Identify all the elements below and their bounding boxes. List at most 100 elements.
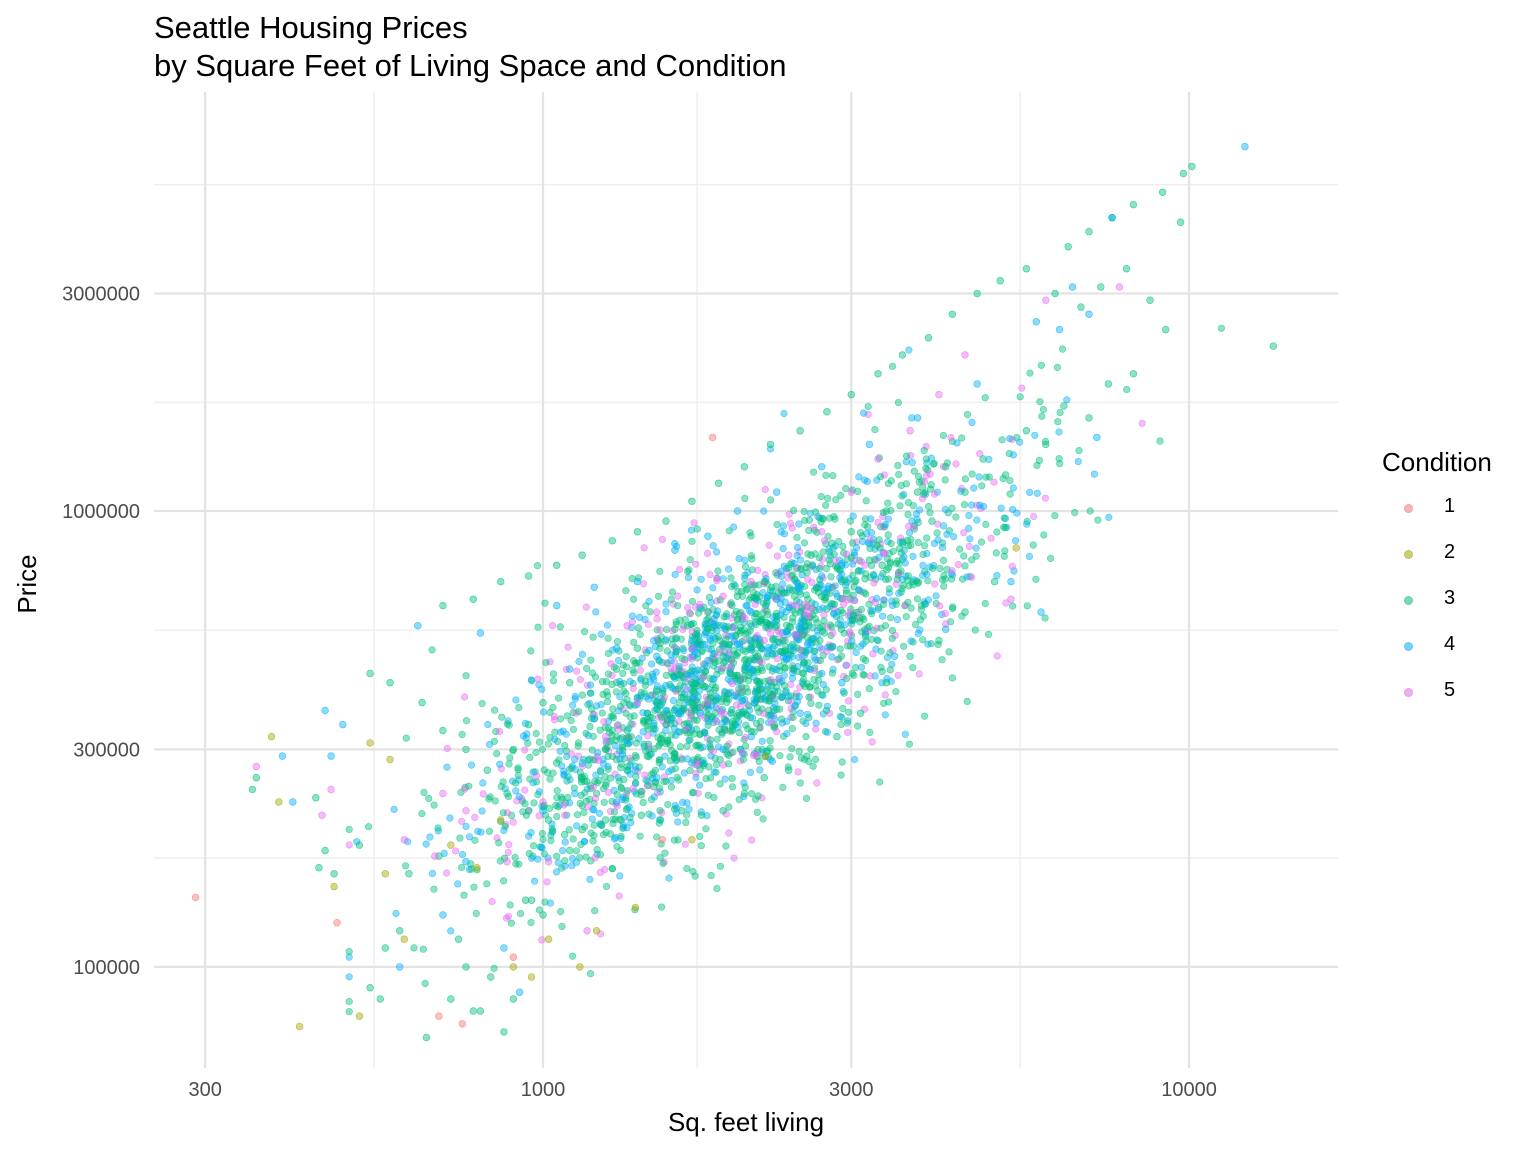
background-point [914, 538, 922, 547]
background-point [857, 558, 865, 566]
background-point [958, 434, 966, 442]
background-point [952, 513, 960, 521]
background-point [993, 528, 1001, 536]
background-point [840, 689, 848, 697]
background-point [811, 615, 820, 623]
background-point [554, 859, 562, 867]
background-point [599, 690, 607, 699]
background-point [881, 691, 889, 699]
background-point [589, 783, 597, 792]
background-point [982, 473, 990, 481]
background-point [755, 757, 763, 766]
background-point [961, 562, 969, 570]
point-condition-2 [386, 755, 394, 764]
background-point [734, 723, 742, 732]
point-condition-4 [719, 622, 727, 630]
point-condition-1 [458, 1020, 466, 1028]
background-point [816, 656, 825, 665]
background-point [784, 692, 793, 701]
background-point [582, 853, 590, 861]
background-point [836, 645, 844, 653]
background-point [1032, 575, 1040, 583]
background-point [683, 864, 691, 873]
background-point [564, 643, 572, 651]
point-condition-3 [396, 927, 404, 935]
background-point [884, 499, 892, 507]
background-point [726, 663, 734, 672]
background-point [753, 808, 761, 817]
background-point [572, 847, 581, 855]
background-point [659, 859, 667, 868]
background-point [984, 630, 993, 639]
background-point [521, 800, 529, 808]
background-point [789, 614, 797, 622]
background-point [580, 837, 589, 846]
background-point [972, 544, 980, 552]
background-point [824, 494, 832, 503]
background-point [727, 599, 735, 607]
background-point [689, 687, 697, 695]
background-point [752, 751, 761, 760]
background-point [943, 459, 952, 467]
background-point [854, 567, 862, 575]
background-point [561, 857, 569, 865]
point-condition-4 [704, 532, 712, 540]
point-condition-3 [469, 595, 477, 603]
background-point [608, 864, 616, 873]
background-point [799, 717, 807, 725]
background-point [690, 730, 698, 738]
background-point [831, 515, 839, 523]
background-point [612, 755, 620, 764]
background-point [587, 705, 596, 713]
background-point [707, 871, 715, 880]
background-point [920, 712, 929, 720]
background-point [809, 468, 818, 476]
background-point [1009, 484, 1018, 492]
background-point [574, 739, 583, 747]
background-point [748, 666, 756, 675]
point-condition-4 [890, 652, 899, 660]
background-point [569, 835, 577, 843]
background-point [1025, 552, 1033, 561]
background-point [794, 662, 802, 671]
background-point [686, 556, 694, 564]
point-condition-2 [761, 752, 770, 760]
background-point [604, 765, 612, 773]
point-condition-3 [462, 963, 470, 971]
background-point [864, 539, 872, 547]
point-condition-4 [439, 911, 447, 919]
point-condition-3 [688, 678, 696, 687]
background-point [796, 779, 804, 787]
point-condition-5 [539, 798, 547, 806]
background-point [725, 803, 733, 811]
x-axis-ticks: 300 1000 3000 10000 [188, 1079, 1216, 1101]
point-condition-4 [796, 583, 804, 591]
background-point [546, 733, 554, 742]
background-point [832, 496, 840, 504]
background-point [563, 811, 571, 819]
background-point [794, 768, 802, 776]
background-point [567, 716, 575, 725]
background-point [843, 674, 851, 683]
point-condition-4 [1241, 142, 1249, 151]
background-point [960, 552, 968, 560]
background-point [776, 752, 784, 760]
background-point [874, 518, 882, 527]
background-point [668, 640, 677, 649]
background-point [802, 794, 811, 803]
background-point [961, 475, 970, 483]
background-point [589, 837, 597, 845]
point-condition-5 [961, 351, 969, 359]
background-point [938, 543, 947, 552]
point-condition-1 [435, 1012, 443, 1020]
point-condition-3 [447, 995, 455, 1003]
point-condition-5 [633, 698, 642, 707]
background-point [764, 610, 772, 619]
background-point [753, 665, 762, 674]
background-point [754, 566, 762, 575]
point-condition-3 [462, 745, 470, 754]
background-point [688, 537, 696, 545]
background-point [782, 717, 791, 726]
background-point [777, 567, 785, 575]
background-point [546, 775, 554, 783]
